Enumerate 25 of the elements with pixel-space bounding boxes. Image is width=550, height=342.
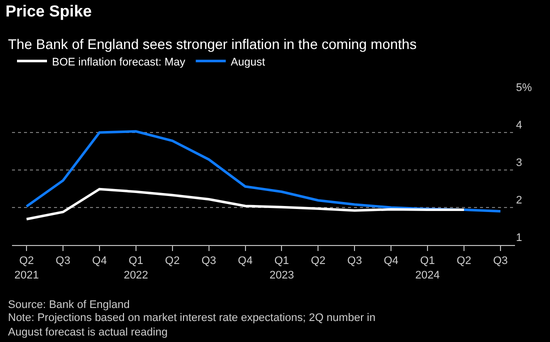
x-tick-label: Q2	[456, 255, 472, 268]
chart-subtitle: The Bank of England sees stronger inflation in the coming months	[8, 36, 417, 52]
y-tick-label: 5%	[516, 82, 532, 94]
x-tick-label: Q4	[238, 255, 253, 268]
y-tick-label: 4	[516, 120, 522, 132]
y-tick-label: 1	[516, 232, 522, 244]
x-tick-label: Q4	[92, 255, 107, 268]
text: Note: Projections based on market interest rate expectations; 2Q number in August forecast is actual reading	[8, 312, 376, 338]
x-tick-label: Q2 2021	[14, 255, 39, 282]
x-tick-label: Q2	[165, 255, 180, 268]
x-tick-label: Q3	[56, 255, 70, 268]
legend-label: BOE inflation forecast: May	[52, 56, 186, 68]
x-tick-label: Q1 2022	[124, 255, 148, 282]
y-tick-label: 2	[516, 194, 522, 207]
chart-title: Price Spike	[6, 3, 92, 20]
source-note: Source: Bank of England	[8, 299, 130, 311]
x-tick-label: Q2	[310, 255, 326, 268]
x-tick-label: Q1 2023	[269, 255, 294, 282]
x-tick-label: Q3	[201, 255, 216, 268]
legend-label: August	[230, 56, 266, 68]
x-tick-label: Q4	[384, 255, 398, 268]
y-tick-label: 3	[516, 157, 522, 170]
x-tick-label: Q1 2024	[415, 255, 440, 282]
x-tick-label: Q3	[493, 255, 508, 268]
x-tick-label: Q3	[347, 255, 362, 268]
